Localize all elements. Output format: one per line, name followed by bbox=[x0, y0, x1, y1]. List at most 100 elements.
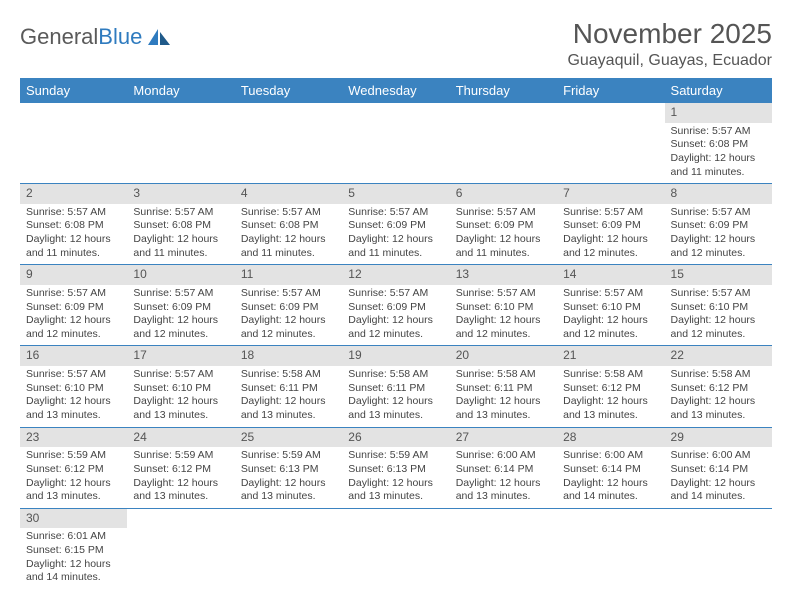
day-body: Sunrise: 5:59 AMSunset: 6:12 PMDaylight:… bbox=[127, 447, 234, 508]
day-number: 14 bbox=[557, 265, 664, 285]
day-header: Thursday bbox=[450, 78, 557, 103]
page-subtitle: Guayaquil, Guayas, Ecuador bbox=[567, 52, 772, 70]
daylight-text: Daylight: 12 hours and 13 minutes. bbox=[456, 477, 551, 504]
sunset-text: Sunset: 6:14 PM bbox=[671, 463, 766, 477]
daylight-text: Daylight: 12 hours and 12 minutes. bbox=[671, 314, 766, 341]
sunrise-text: Sunrise: 6:01 AM bbox=[26, 530, 121, 544]
sunrise-text: Sunrise: 5:59 AM bbox=[241, 449, 336, 463]
sunrise-text: Sunrise: 5:57 AM bbox=[26, 287, 121, 301]
calendar-body: 1Sunrise: 5:57 AMSunset: 6:08 PMDaylight… bbox=[20, 103, 772, 589]
day-body: Sunrise: 5:57 AMSunset: 6:08 PMDaylight:… bbox=[20, 204, 127, 265]
daylight-text: Daylight: 12 hours and 11 minutes. bbox=[671, 152, 766, 179]
sunrise-text: Sunrise: 5:57 AM bbox=[26, 206, 121, 220]
sunrise-text: Sunrise: 5:58 AM bbox=[456, 368, 551, 382]
calendar-cell bbox=[557, 103, 664, 184]
logo: GeneralBlue bbox=[20, 18, 172, 50]
calendar-row: 30Sunrise: 6:01 AMSunset: 6:15 PMDayligh… bbox=[20, 508, 772, 589]
logo-text-2: Blue bbox=[98, 24, 142, 50]
daylight-text: Daylight: 12 hours and 11 minutes. bbox=[26, 233, 121, 260]
sunset-text: Sunset: 6:12 PM bbox=[26, 463, 121, 477]
sunset-text: Sunset: 6:10 PM bbox=[26, 382, 121, 396]
day-number: 9 bbox=[20, 265, 127, 285]
day-body: Sunrise: 5:57 AMSunset: 6:09 PMDaylight:… bbox=[342, 204, 449, 265]
sunrise-text: Sunrise: 5:58 AM bbox=[671, 368, 766, 382]
day-body: Sunrise: 6:00 AMSunset: 6:14 PMDaylight:… bbox=[557, 447, 664, 508]
day-header: Wednesday bbox=[342, 78, 449, 103]
day-body: Sunrise: 5:58 AMSunset: 6:11 PMDaylight:… bbox=[342, 366, 449, 427]
sunrise-text: Sunrise: 5:57 AM bbox=[671, 206, 766, 220]
day-header: Tuesday bbox=[235, 78, 342, 103]
sunset-text: Sunset: 6:09 PM bbox=[26, 301, 121, 315]
calendar-cell: 17Sunrise: 5:57 AMSunset: 6:10 PMDayligh… bbox=[127, 346, 234, 427]
calendar-cell: 29Sunrise: 6:00 AMSunset: 6:14 PMDayligh… bbox=[665, 427, 772, 508]
sunset-text: Sunset: 6:12 PM bbox=[563, 382, 658, 396]
calendar-cell bbox=[665, 508, 772, 589]
sunset-text: Sunset: 6:08 PM bbox=[671, 138, 766, 152]
calendar-cell: 27Sunrise: 6:00 AMSunset: 6:14 PMDayligh… bbox=[450, 427, 557, 508]
calendar-cell: 25Sunrise: 5:59 AMSunset: 6:13 PMDayligh… bbox=[235, 427, 342, 508]
daylight-text: Daylight: 12 hours and 13 minutes. bbox=[348, 477, 443, 504]
day-body: Sunrise: 5:57 AMSunset: 6:09 PMDaylight:… bbox=[127, 285, 234, 346]
sunset-text: Sunset: 6:09 PM bbox=[671, 219, 766, 233]
calendar-cell bbox=[450, 103, 557, 184]
daylight-text: Daylight: 12 hours and 12 minutes. bbox=[26, 314, 121, 341]
sunset-text: Sunset: 6:13 PM bbox=[348, 463, 443, 477]
sunrise-text: Sunrise: 5:57 AM bbox=[133, 368, 228, 382]
sunrise-text: Sunrise: 5:57 AM bbox=[456, 206, 551, 220]
sunset-text: Sunset: 6:11 PM bbox=[456, 382, 551, 396]
sunset-text: Sunset: 6:09 PM bbox=[456, 219, 551, 233]
daylight-text: Daylight: 12 hours and 13 minutes. bbox=[26, 477, 121, 504]
calendar-cell: 13Sunrise: 5:57 AMSunset: 6:10 PMDayligh… bbox=[450, 265, 557, 346]
calendar-row: 9Sunrise: 5:57 AMSunset: 6:09 PMDaylight… bbox=[20, 265, 772, 346]
daylight-text: Daylight: 12 hours and 12 minutes. bbox=[563, 233, 658, 260]
calendar-cell: 30Sunrise: 6:01 AMSunset: 6:15 PMDayligh… bbox=[20, 508, 127, 589]
daylight-text: Daylight: 12 hours and 13 minutes. bbox=[133, 395, 228, 422]
sunset-text: Sunset: 6:08 PM bbox=[241, 219, 336, 233]
daylight-text: Daylight: 12 hours and 11 minutes. bbox=[241, 233, 336, 260]
sunset-text: Sunset: 6:09 PM bbox=[241, 301, 336, 315]
calendar-cell: 10Sunrise: 5:57 AMSunset: 6:09 PMDayligh… bbox=[127, 265, 234, 346]
calendar-cell: 8Sunrise: 5:57 AMSunset: 6:09 PMDaylight… bbox=[665, 184, 772, 265]
sunset-text: Sunset: 6:11 PM bbox=[348, 382, 443, 396]
calendar-cell: 24Sunrise: 5:59 AMSunset: 6:12 PMDayligh… bbox=[127, 427, 234, 508]
title-block: November 2025 Guayaquil, Guayas, Ecuador bbox=[567, 18, 772, 70]
daylight-text: Daylight: 12 hours and 12 minutes. bbox=[348, 314, 443, 341]
daylight-text: Daylight: 12 hours and 11 minutes. bbox=[348, 233, 443, 260]
calendar-cell: 14Sunrise: 5:57 AMSunset: 6:10 PMDayligh… bbox=[557, 265, 664, 346]
day-body: Sunrise: 5:57 AMSunset: 6:10 PMDaylight:… bbox=[450, 285, 557, 346]
day-header: Sunday bbox=[20, 78, 127, 103]
logo-text-1: General bbox=[20, 24, 98, 50]
day-number: 23 bbox=[20, 428, 127, 448]
sunrise-text: Sunrise: 5:57 AM bbox=[456, 287, 551, 301]
sunrise-text: Sunrise: 5:58 AM bbox=[563, 368, 658, 382]
sunrise-text: Sunrise: 5:57 AM bbox=[563, 287, 658, 301]
day-body: Sunrise: 5:59 AMSunset: 6:13 PMDaylight:… bbox=[342, 447, 449, 508]
daylight-text: Daylight: 12 hours and 14 minutes. bbox=[671, 477, 766, 504]
calendar-cell: 3Sunrise: 5:57 AMSunset: 6:08 PMDaylight… bbox=[127, 184, 234, 265]
sunrise-text: Sunrise: 6:00 AM bbox=[456, 449, 551, 463]
day-number: 18 bbox=[235, 346, 342, 366]
sunrise-text: Sunrise: 5:57 AM bbox=[241, 287, 336, 301]
sunset-text: Sunset: 6:09 PM bbox=[563, 219, 658, 233]
sunset-text: Sunset: 6:09 PM bbox=[348, 219, 443, 233]
calendar-cell: 5Sunrise: 5:57 AMSunset: 6:09 PMDaylight… bbox=[342, 184, 449, 265]
day-number: 4 bbox=[235, 184, 342, 204]
day-body: Sunrise: 5:57 AMSunset: 6:10 PMDaylight:… bbox=[557, 285, 664, 346]
sunrise-text: Sunrise: 5:58 AM bbox=[348, 368, 443, 382]
calendar-cell: 9 Sunrise: 5:57 AMSunset: 6:09 PMDaylight… bbox=[20, 265, 127, 346]
calendar-cell bbox=[20, 103, 127, 184]
day-number: 26 bbox=[342, 428, 449, 448]
day-body: Sunrise: 5:57 AMSunset: 6:10 PMDaylight:… bbox=[127, 366, 234, 427]
calendar-cell: 20Sunrise: 5:58 AMSunset: 6:11 PMDayligh… bbox=[450, 346, 557, 427]
sunrise-text: Sunrise: 5:59 AM bbox=[348, 449, 443, 463]
sunset-text: Sunset: 6:14 PM bbox=[563, 463, 658, 477]
page-title: November 2025 bbox=[567, 18, 772, 50]
daylight-text: Daylight: 12 hours and 13 minutes. bbox=[26, 395, 121, 422]
day-body: Sunrise: 5:57 AMSunset: 6:09 PMDaylight:… bbox=[450, 204, 557, 265]
day-number: 19 bbox=[342, 346, 449, 366]
daylight-text: Daylight: 12 hours and 13 minutes. bbox=[456, 395, 551, 422]
day-body: Sunrise: 5:57 AMSunset: 6:09 PMDaylight:… bbox=[557, 204, 664, 265]
day-number: 2 bbox=[20, 184, 127, 204]
day-number: 12 bbox=[342, 265, 449, 285]
calendar-cell: 23Sunrise: 5:59 AMSunset: 6:12 PMDayligh… bbox=[20, 427, 127, 508]
